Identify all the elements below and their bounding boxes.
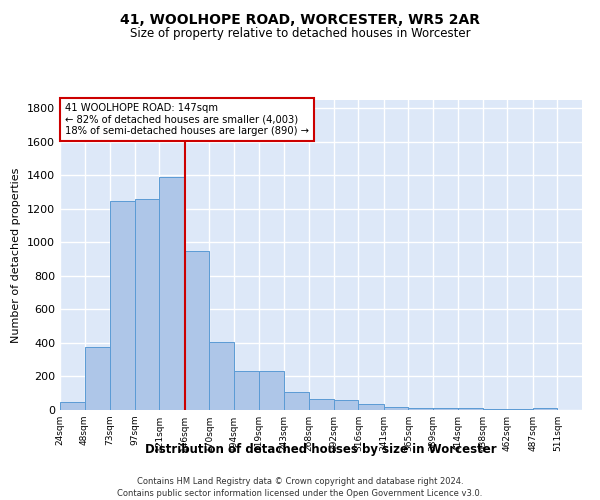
Bar — [483, 409, 508, 410]
Bar — [458, 408, 483, 410]
Bar — [433, 408, 458, 410]
Text: 41, WOOLHOPE ROAD, WORCESTER, WR5 2AR: 41, WOOLHOPE ROAD, WORCESTER, WR5 2AR — [120, 12, 480, 26]
Bar — [185, 251, 209, 410]
Bar — [284, 392, 309, 410]
Bar — [110, 200, 134, 410]
Bar — [384, 407, 409, 410]
Bar — [309, 399, 334, 410]
Bar — [85, 347, 110, 410]
Bar — [60, 402, 85, 410]
Bar — [409, 408, 433, 410]
Bar — [159, 177, 185, 410]
Bar — [533, 408, 557, 410]
Text: Size of property relative to detached houses in Worcester: Size of property relative to detached ho… — [130, 28, 470, 40]
Bar — [508, 409, 533, 410]
Bar — [134, 199, 159, 410]
Y-axis label: Number of detached properties: Number of detached properties — [11, 168, 22, 342]
Bar — [358, 404, 384, 410]
Text: 41 WOOLHOPE ROAD: 147sqm
← 82% of detached houses are smaller (4,003)
18% of sem: 41 WOOLHOPE ROAD: 147sqm ← 82% of detach… — [65, 103, 309, 136]
Bar — [209, 342, 233, 410]
Bar — [233, 372, 259, 410]
Bar — [334, 400, 358, 410]
Bar — [259, 372, 284, 410]
Text: Contains public sector information licensed under the Open Government Licence v3: Contains public sector information licen… — [118, 489, 482, 498]
Text: Contains HM Land Registry data © Crown copyright and database right 2024.: Contains HM Land Registry data © Crown c… — [137, 478, 463, 486]
Text: Distribution of detached houses by size in Worcester: Distribution of detached houses by size … — [145, 442, 497, 456]
